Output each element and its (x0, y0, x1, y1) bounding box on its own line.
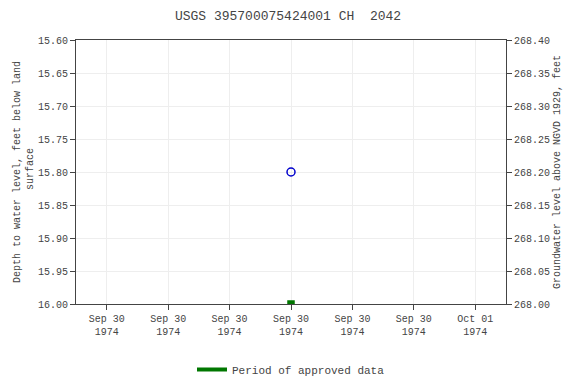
svg-text:15.95: 15.95 (38, 267, 68, 278)
svg-text:Sep 301974: Sep 301974 (334, 314, 370, 338)
svg-text:268.20: 268.20 (514, 168, 550, 179)
svg-text:15.90: 15.90 (38, 234, 68, 245)
svg-text:16.00: 16.00 (38, 300, 68, 311)
svg-text:268.05: 268.05 (514, 267, 550, 278)
svg-text:15.70: 15.70 (38, 102, 68, 113)
svg-text:15.65: 15.65 (38, 69, 68, 80)
svg-text:268.40: 268.40 (514, 36, 550, 47)
svg-text:268.30: 268.30 (514, 102, 550, 113)
svg-text:15.85: 15.85 (38, 201, 68, 212)
svg-text:15.80: 15.80 (38, 168, 68, 179)
svg-text:Sep 301974: Sep 301974 (396, 314, 432, 338)
svg-text:Oct 011974: Oct 011974 (457, 314, 493, 338)
svg-text:Depth to water level, feet bel: Depth to water level, feet below land su… (12, 61, 36, 283)
svg-text:Sep 301974: Sep 301974 (273, 314, 309, 338)
svg-text:Sep 301974: Sep 301974 (89, 314, 125, 338)
svg-text:Groundwater level above NGVD 1: Groundwater level above NGVD 1929, feet (552, 55, 563, 289)
svg-text:Sep 301974: Sep 301974 (212, 314, 248, 338)
svg-text:Sep 301974: Sep 301974 (150, 314, 186, 338)
svg-text:15.75: 15.75 (38, 135, 68, 146)
svg-text:268.25: 268.25 (514, 135, 550, 146)
svg-text:268.10: 268.10 (514, 234, 550, 245)
svg-text:Period of approved data: Period of approved data (232, 365, 384, 377)
svg-text:15.60: 15.60 (38, 36, 68, 47)
svg-text:268.35: 268.35 (514, 69, 550, 80)
svg-text:268.15: 268.15 (514, 201, 550, 212)
svg-text:268.00: 268.00 (514, 300, 550, 311)
svg-text:USGS 395700075424001 CH 2042: USGS 395700075424001 CH 2042 (175, 9, 401, 24)
